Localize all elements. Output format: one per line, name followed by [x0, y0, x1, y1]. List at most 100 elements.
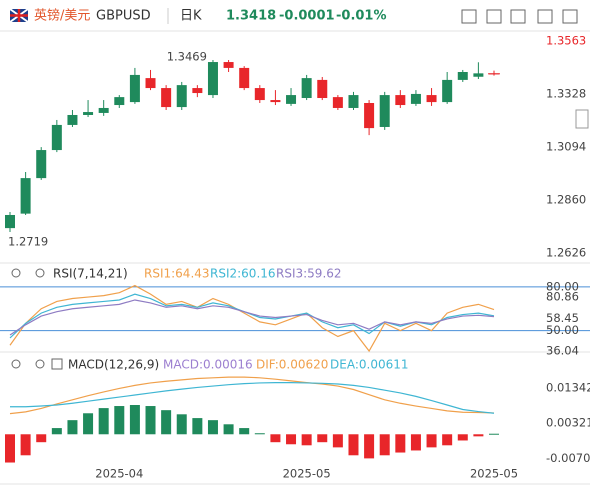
- gear-icon[interactable]: [35, 359, 45, 369]
- y-tick-label: 1.2626: [546, 246, 586, 260]
- candle-body: [364, 102, 375, 129]
- candle-body: [410, 93, 421, 104]
- macd-bar: [51, 428, 62, 435]
- candle-body: [442, 79, 453, 103]
- macd-bar: [395, 434, 406, 453]
- macd-bar: [129, 405, 140, 435]
- change-pct: -0.01%: [336, 9, 387, 24]
- legend-entry: RSI1:64.43: [144, 267, 210, 281]
- indicator-title: MACD(12,26,9): [68, 358, 159, 372]
- candle-body: [379, 95, 390, 127]
- candle-body: [426, 95, 437, 103]
- macd-bar: [114, 406, 125, 435]
- flag-icon: [10, 9, 28, 22]
- series-line: [9, 299, 495, 336]
- candle-body: [457, 71, 468, 80]
- candle-body: [332, 97, 343, 108]
- legend-entry: DEA:0.00611: [330, 358, 409, 372]
- box-icon[interactable]: [51, 358, 63, 370]
- tool-icon[interactable]: [461, 9, 477, 24]
- tool-icon[interactable]: [510, 9, 526, 24]
- candle-body: [207, 62, 218, 96]
- y-tick-label: 0.00321: [546, 416, 590, 430]
- legend-entry: MACD:0.00016: [163, 358, 253, 372]
- tool-icon[interactable]: [562, 9, 578, 24]
- macd-bar: [161, 410, 172, 435]
- series-line: [9, 376, 495, 415]
- macd-bar: [207, 420, 218, 435]
- macd-bar: [36, 434, 47, 443]
- y-tick-label: 1.3094: [546, 140, 586, 154]
- candle-body: [98, 107, 109, 113]
- macd-bar: [145, 406, 156, 435]
- high-annotation: 1.3469: [167, 50, 207, 64]
- legend-entry: DIF:0.00620: [256, 358, 328, 372]
- x-tick-label: 2025-05: [283, 467, 331, 481]
- macd-bar: [457, 434, 468, 441]
- candle-body: [161, 88, 172, 108]
- tool-icon[interactable]: [486, 9, 502, 24]
- candle-body: [51, 124, 62, 151]
- macd-bar: [442, 434, 453, 446]
- macd-bar: [192, 418, 203, 435]
- candle-body: [129, 74, 140, 103]
- macd-bar: [489, 433, 499, 435]
- macd-bar: [286, 434, 297, 445]
- macd-bar: [270, 434, 281, 443]
- y-tick-label: 1.3328: [546, 87, 586, 101]
- eye-icon[interactable]: [11, 268, 21, 278]
- low-annotation: 1.2719: [8, 234, 48, 248]
- y-tick-label: 1.3563: [546, 34, 586, 48]
- macd-bar: [223, 424, 234, 435]
- macd-bar: [426, 434, 437, 448]
- symbol-name[interactable]: 英镑/美元: [34, 8, 90, 24]
- symbol-code: GBPUSD: [96, 9, 151, 24]
- macd-bar: [364, 434, 375, 459]
- y-tick-label: 1.2860: [546, 193, 586, 207]
- macd-bar: [67, 420, 78, 435]
- y-tick-label: 36.04: [546, 344, 579, 358]
- tool-icon[interactable]: [537, 9, 553, 24]
- y-tick-label: 0.01342: [546, 381, 590, 395]
- macd-bar: [239, 428, 250, 435]
- eye-icon[interactable]: [11, 359, 21, 369]
- header: 英镑/美元 GBPUSD 日K 1.3418 -0.0001 -0.01%: [0, 8, 590, 129]
- macd-bar: [176, 414, 187, 435]
- macd-bar: [83, 413, 94, 435]
- candle-body: [36, 150, 47, 179]
- side-icon[interactable]: [575, 109, 589, 129]
- candle-body: [192, 88, 203, 94]
- candle-body: [254, 88, 265, 101]
- legend-entry: RSI3:59.62: [276, 267, 342, 281]
- y-tick-label: 50.00: [546, 323, 579, 337]
- macd-bar: [348, 434, 359, 456]
- candle-body: [223, 62, 234, 68]
- candle-body: [239, 67, 250, 89]
- macd-bar: [410, 434, 421, 451]
- candle-body: [83, 112, 94, 115]
- series-line: [9, 293, 495, 339]
- series-line: [10, 382, 495, 414]
- candle-body: [114, 97, 125, 106]
- candle-body: [145, 78, 156, 89]
- macd-bar: [379, 434, 390, 456]
- macd-bar: [5, 434, 15, 463]
- macd-bar: [317, 434, 328, 443]
- legend-entry: RSI2:60.16: [210, 267, 276, 281]
- series-line: [9, 284, 495, 353]
- candle-body: [317, 79, 328, 99]
- gear-icon[interactable]: [35, 268, 45, 278]
- macd-bar: [301, 434, 312, 446]
- candle-body: [176, 85, 187, 108]
- macd-bar: [473, 434, 484, 437]
- y-tick-label: 80.86: [546, 289, 579, 303]
- candle-body: [67, 114, 78, 125]
- macd-bar: [332, 434, 343, 448]
- candle-body: [286, 95, 297, 104]
- candle-body: [348, 95, 359, 108]
- period[interactable]: 日K: [180, 9, 202, 24]
- candle-body: [395, 95, 406, 106]
- candle-body: [301, 78, 312, 99]
- indicator-title: RSI(7,14,21): [53, 267, 128, 281]
- candle-body: [5, 214, 15, 229]
